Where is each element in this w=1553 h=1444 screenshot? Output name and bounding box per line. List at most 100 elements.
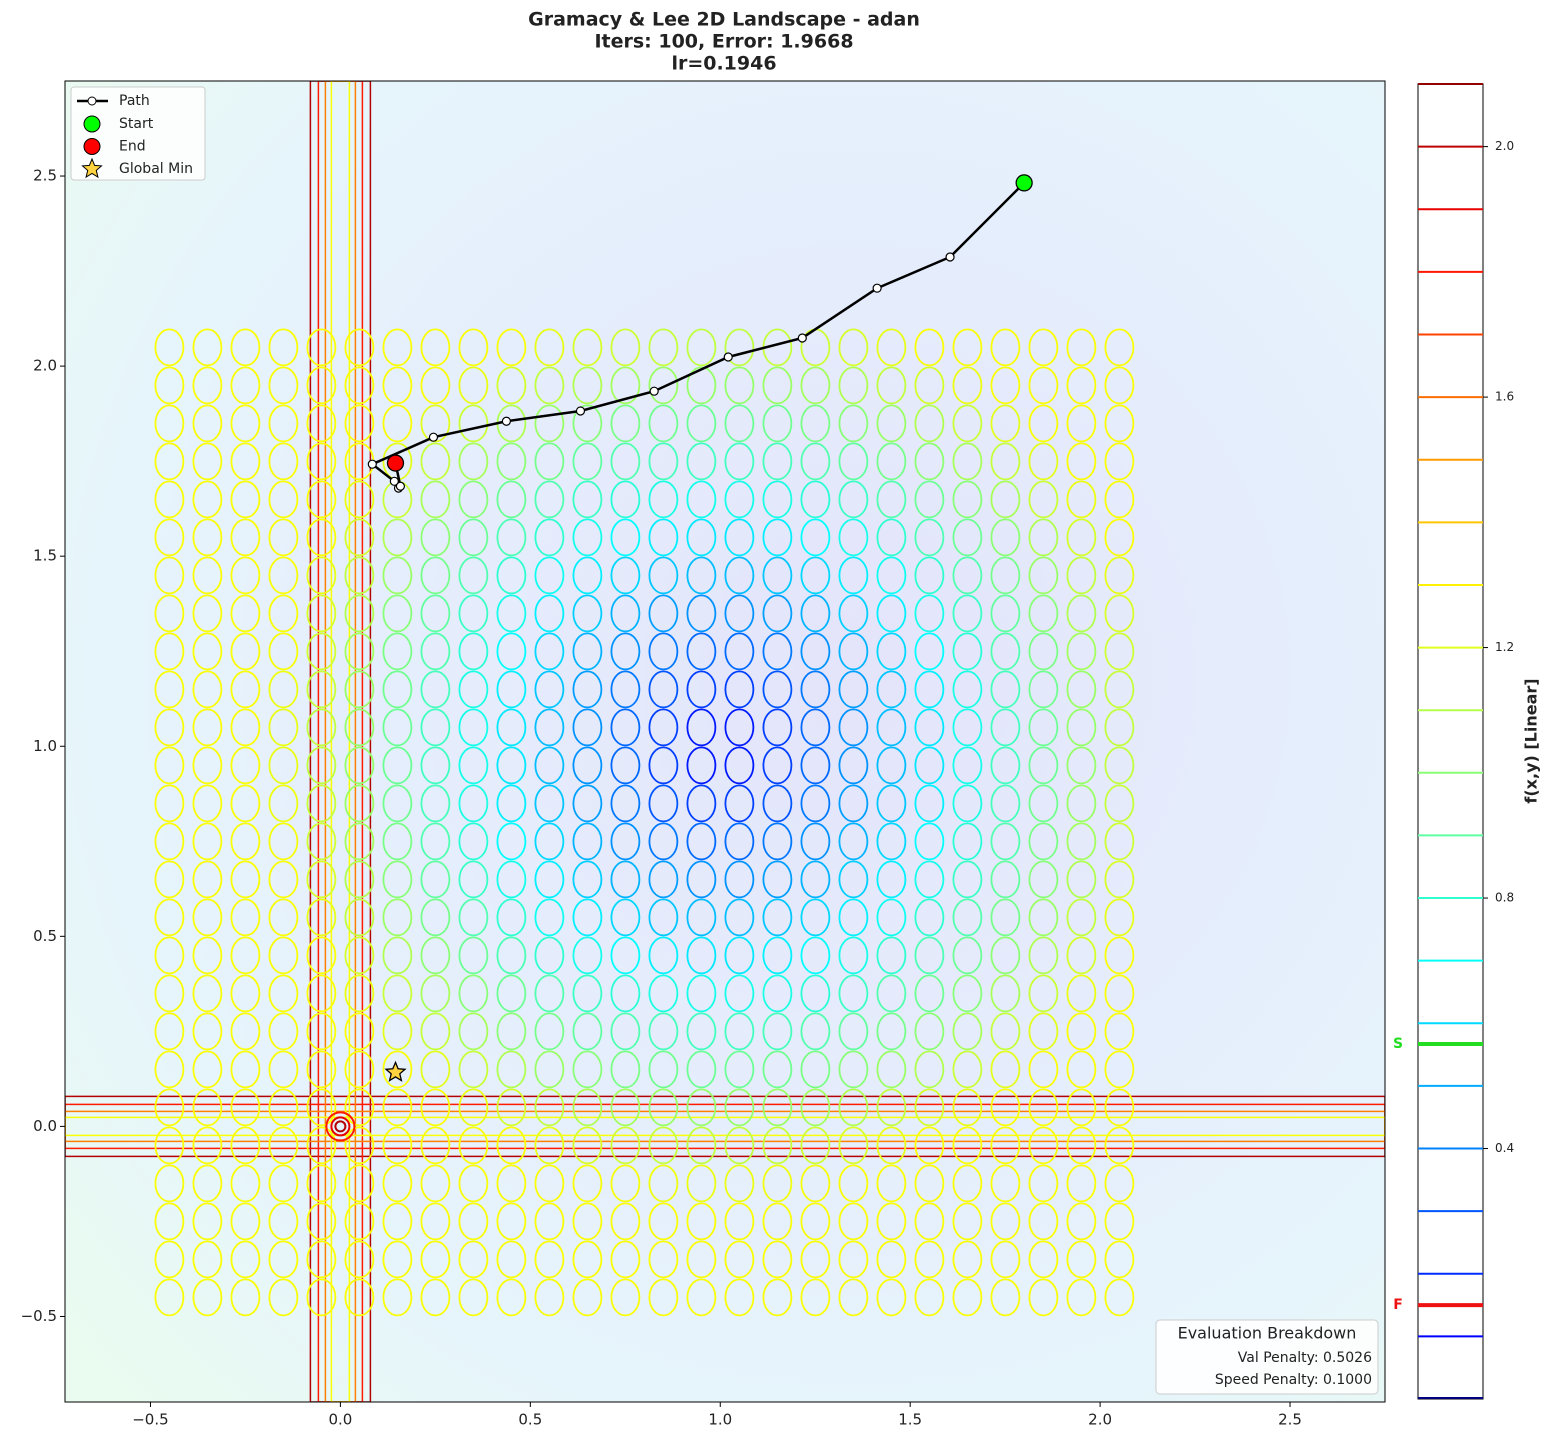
contour-blob [838, 328, 869, 367]
contour-blob [192, 784, 223, 823]
legend-label: End [119, 139, 146, 155]
contour-blob [914, 1164, 945, 1203]
contour-blob [344, 708, 375, 747]
contour-blob [1066, 1278, 1097, 1317]
contour-blob [306, 1164, 337, 1203]
contour-blob [952, 594, 983, 633]
contour-blob [952, 404, 983, 443]
contour-blob [610, 1278, 641, 1317]
contour-blob [952, 518, 983, 557]
x-tick-label: 2.5 [1278, 1411, 1302, 1429]
contour-blob [534, 328, 565, 367]
contour-blob [838, 1164, 869, 1203]
contour-blob [648, 1126, 679, 1165]
contour-blob [458, 1240, 489, 1279]
contour-blob [1066, 480, 1097, 519]
contour-blob [762, 632, 793, 671]
contour-blob [800, 670, 831, 709]
contour-blob [572, 708, 603, 747]
contour-blob [686, 1278, 717, 1317]
contour-blob [648, 1278, 679, 1317]
contour-blob [192, 1240, 223, 1279]
contour-blob [648, 860, 679, 899]
contour-blob [420, 328, 451, 367]
contour-blob [572, 1164, 603, 1203]
colorbar-marker-label: S [1393, 1036, 1403, 1052]
contour-blob [762, 936, 793, 975]
contour-blob [990, 480, 1021, 519]
contour-blob [382, 936, 413, 975]
contour-blob [572, 1050, 603, 1089]
contour-blob [914, 594, 945, 633]
contour-blob [952, 1278, 983, 1317]
contour-blob [154, 518, 185, 557]
contour-blob [914, 480, 945, 519]
contour-blob [1066, 708, 1097, 747]
contour-blob [534, 822, 565, 861]
contour-blob [876, 708, 907, 747]
contour-blob [268, 594, 299, 633]
x-tick-label: 1.5 [898, 1411, 922, 1429]
contour-blob [306, 822, 337, 861]
contour-blob [458, 328, 489, 367]
contour-blob [534, 860, 565, 899]
contour-blob [1104, 594, 1135, 633]
contour-blob [876, 1050, 907, 1089]
contour-blob [876, 518, 907, 557]
contour-blob [724, 898, 755, 937]
contour-blob [534, 936, 565, 975]
contour-blob [420, 898, 451, 937]
contour-blob [268, 708, 299, 747]
contour-blob [610, 1240, 641, 1279]
contour-blob [1104, 442, 1135, 481]
contour-blob [1028, 1126, 1059, 1165]
contour-blob [686, 594, 717, 633]
contour-blob [724, 1278, 755, 1317]
contour-blob [876, 366, 907, 405]
contour-blob [762, 708, 793, 747]
contour-blob [800, 708, 831, 747]
contour-blob [876, 1088, 907, 1127]
contour-blob [534, 556, 565, 595]
contour-blob [762, 1012, 793, 1051]
contour-blob [610, 1050, 641, 1089]
contour-blob [724, 822, 755, 861]
contour-blob [686, 1240, 717, 1279]
contour-blob [762, 670, 793, 709]
contour-blob [154, 1202, 185, 1241]
contour-blob [914, 822, 945, 861]
contour-blob [610, 328, 641, 367]
contour-blob [420, 1278, 451, 1317]
contour-blob [572, 1088, 603, 1127]
contour-blob [838, 518, 869, 557]
contour-blob [192, 860, 223, 899]
contour-blob [838, 1012, 869, 1051]
contour-blob [306, 898, 337, 937]
contour-blob [1104, 1278, 1135, 1317]
y-tick-label: 0.0 [33, 1117, 57, 1135]
contour-blob [496, 480, 527, 519]
contour-blob [192, 898, 223, 937]
contour-blob [686, 746, 717, 785]
contour-blob [1066, 1012, 1097, 1051]
contour-blob [1028, 974, 1059, 1013]
contour-blob [382, 1240, 413, 1279]
contour-blob [838, 1240, 869, 1279]
contour-blob [1066, 1164, 1097, 1203]
contour-blob [192, 708, 223, 747]
contour-blob [762, 1126, 793, 1165]
contour-blob [648, 1240, 679, 1279]
contour-blob [1104, 404, 1135, 443]
contour-blob [458, 518, 489, 557]
contour-blob [192, 1050, 223, 1089]
contour-blob [230, 442, 261, 481]
contour-blob [724, 442, 755, 481]
contour-blob [686, 708, 717, 747]
contour-blob [192, 404, 223, 443]
contour-blob [268, 1202, 299, 1241]
path-vertex [367, 459, 377, 469]
contour-blob [154, 1278, 185, 1317]
contour-blob [382, 708, 413, 747]
contour-blob [990, 1012, 1021, 1051]
contour-blob [1066, 974, 1097, 1013]
